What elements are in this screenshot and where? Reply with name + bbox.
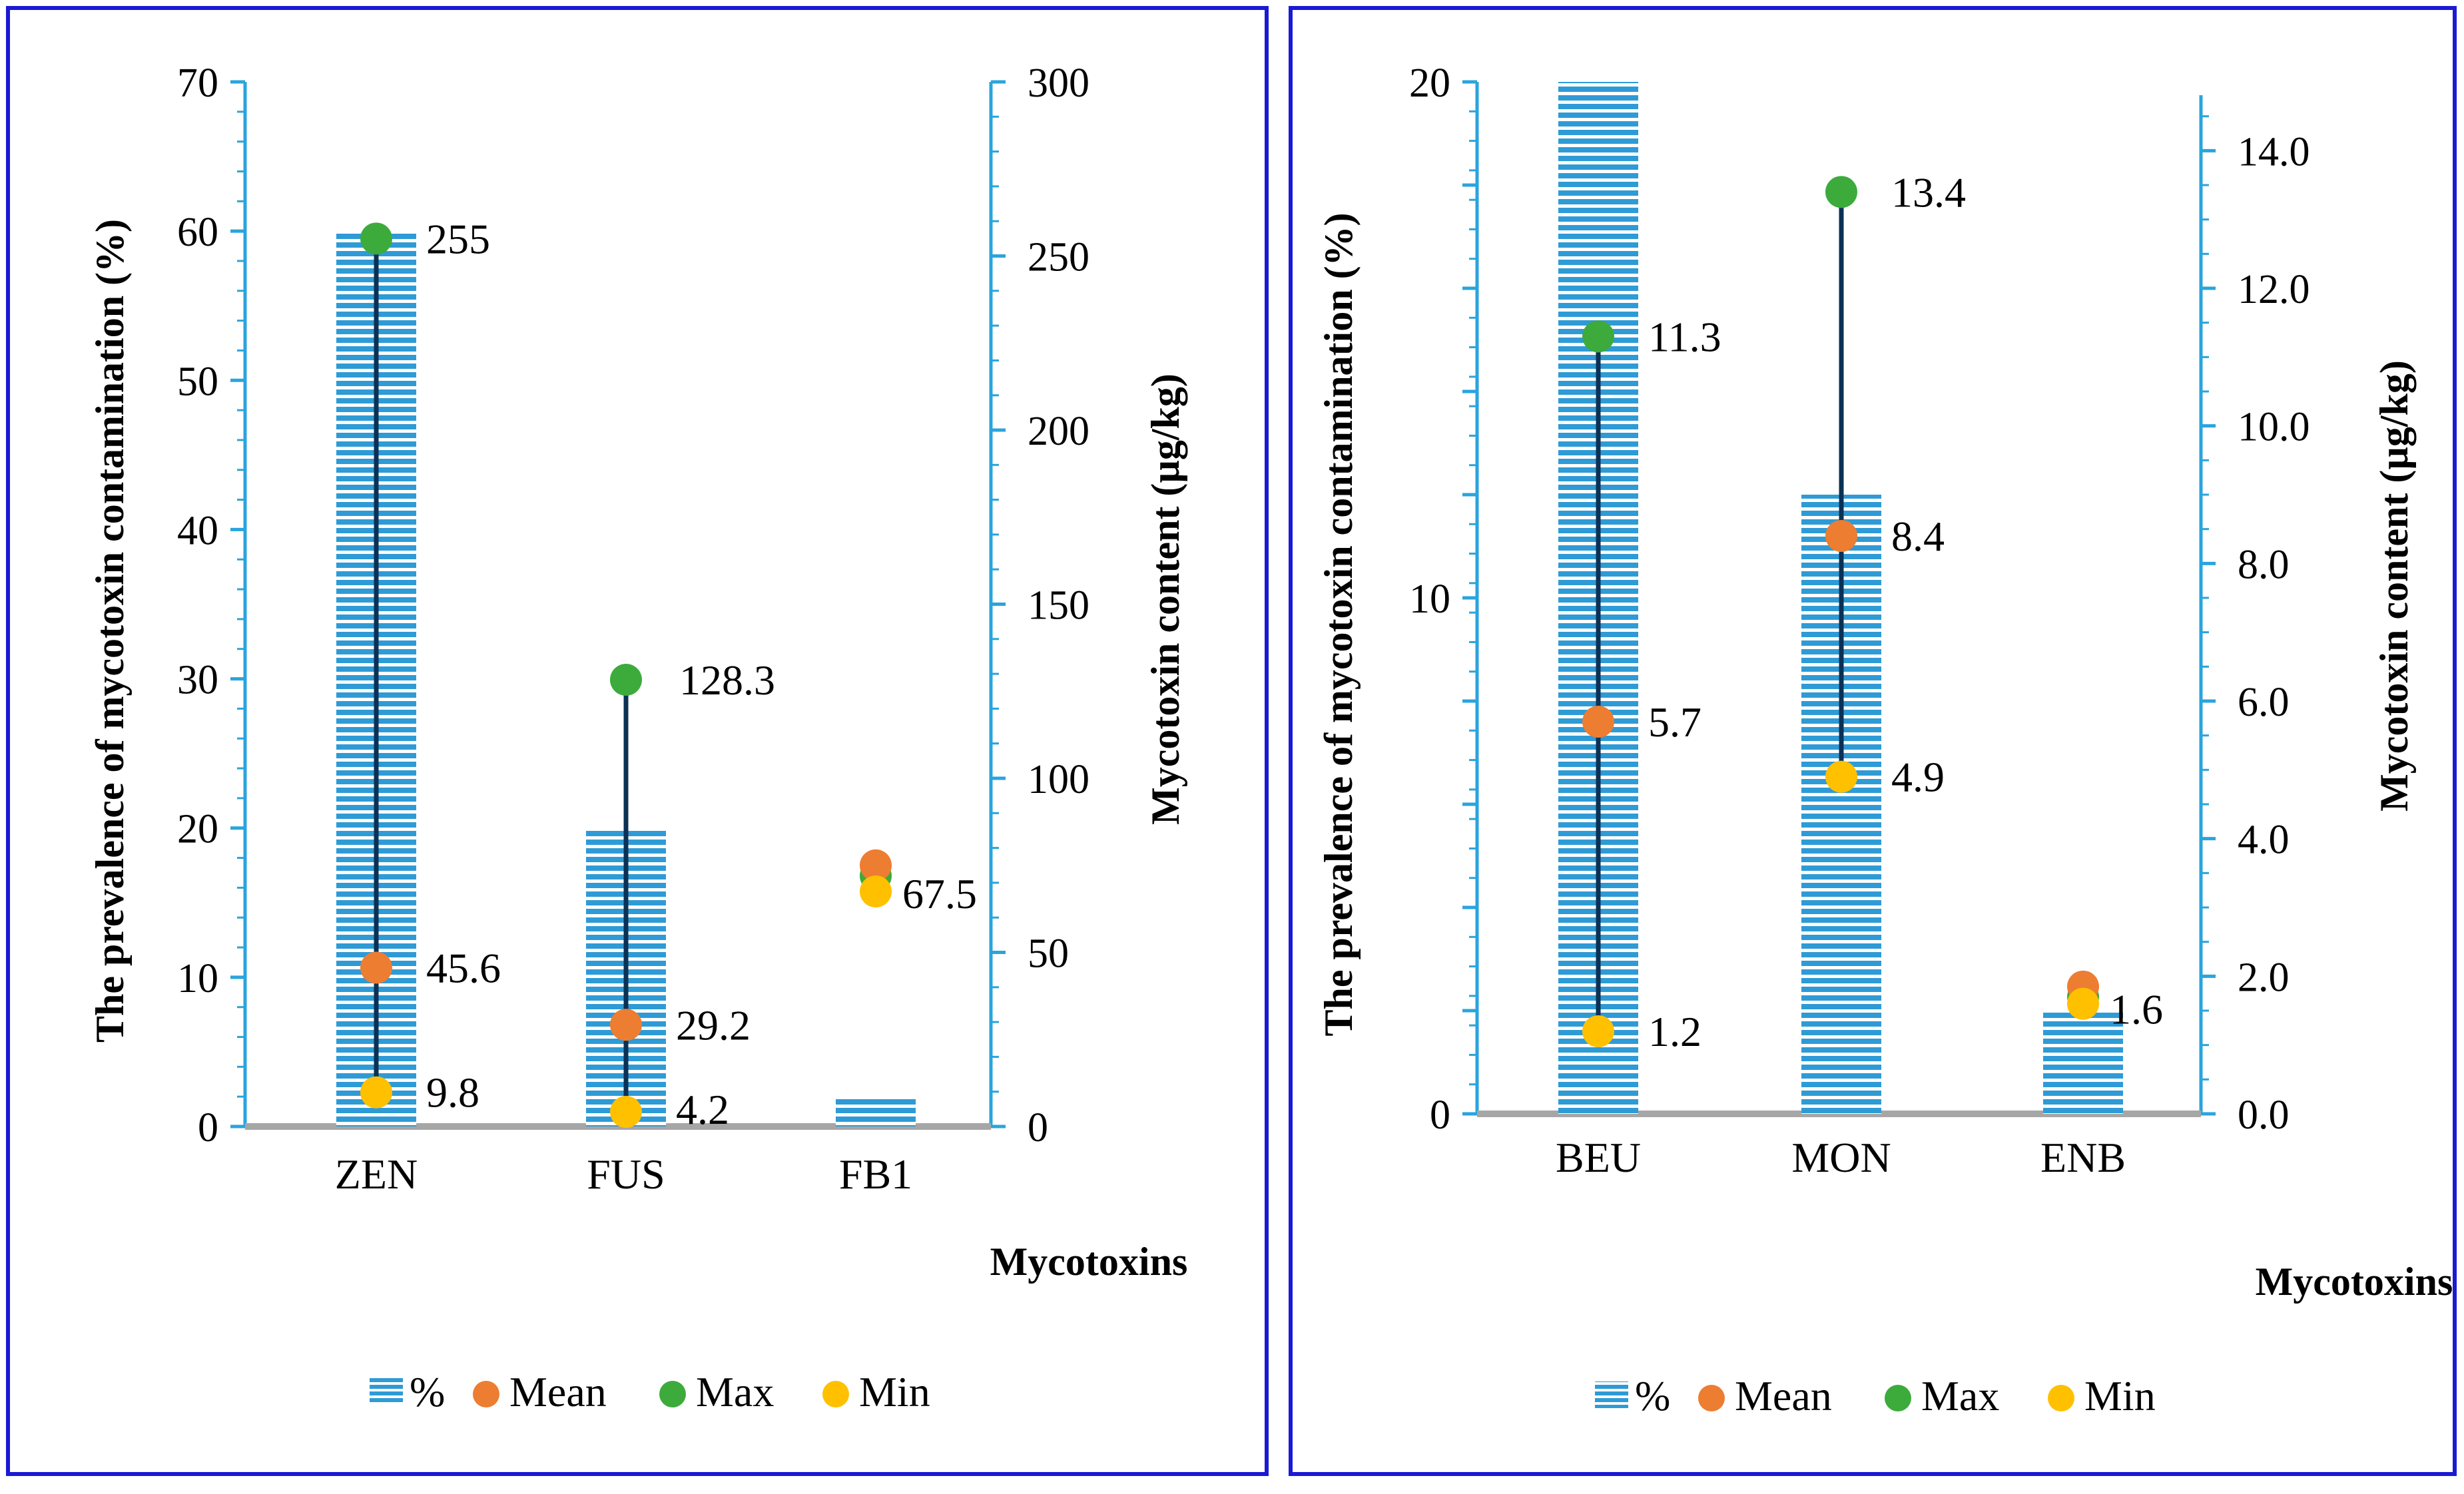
left-axis-tick-label: 20 [177, 807, 218, 852]
max-point-zen [360, 222, 392, 255]
y-axis-title: The prevalence of mycotoxin contaminatio… [88, 219, 132, 1043]
legend-bar-label: % [410, 1368, 445, 1415]
legend-max-label: Max [1921, 1372, 1999, 1419]
min-point-beu [1582, 1015, 1614, 1047]
right-axis: 0.0 2.0 4.0 6.0 8.0 10.0 12.0 14.0 [2199, 95, 2310, 1138]
legend-max-marker [1885, 1385, 1911, 1411]
right-axis-tick-label: 50 [1028, 931, 1069, 977]
data-label: 13.4 [1891, 168, 1966, 216]
panel-frame [1289, 6, 2457, 1476]
legend-mean-label: Mean [1735, 1372, 1832, 1419]
category-label-fus: FUS [587, 1150, 665, 1198]
legend-min-label: Min [2084, 1372, 2156, 1419]
right-axis-tick-label: 14.0 [2238, 129, 2310, 174]
legend-mean-label: Mean [509, 1368, 607, 1415]
right-axis-tick-label: 100 [1028, 757, 1089, 802]
x-axis-title: Mycotoxins [2256, 1260, 2453, 1304]
left-axis-tick-label: 10 [177, 956, 218, 1001]
legend-bar-label: % [1635, 1372, 1670, 1419]
max-point-beu [1582, 320, 1614, 353]
legend-min-marker [2048, 1385, 2074, 1411]
data-label: 4.9 [1891, 754, 1945, 801]
y-axis-title: The prevalence of mycotoxin contaminatio… [1317, 212, 1361, 1036]
min-point-fus [610, 1096, 642, 1128]
chart-panel-left: 0 10 20 30 40 50 60 70 0 50 100 150 200 250 300 255 45.6… [6, 6, 1269, 1476]
right-axis-tick-label: 6.0 [2238, 680, 2290, 725]
mean-point-beu [1582, 706, 1614, 738]
data-label: 1.6 [2110, 986, 2163, 1033]
panel-frame [6, 6, 1269, 1476]
min-point-zen [360, 1076, 392, 1109]
right-axis-tick-label: 2.0 [2238, 955, 2290, 1000]
data-label: 255 [426, 215, 490, 262]
right-axis-tick-label: 8.0 [2238, 542, 2290, 587]
data-label: 128.3 [679, 656, 775, 704]
legend: % Mean Max Min [1595, 1372, 2156, 1419]
category-label-beu: BEU [1556, 1134, 1641, 1181]
right-axis-tick-label: 0 [1028, 1105, 1048, 1150]
data-label: 8.4 [1891, 513, 1945, 560]
data-label: 11.3 [1648, 313, 1721, 360]
bar-fb1 [836, 1097, 916, 1126]
legend-min-label: Min [859, 1368, 930, 1415]
left-axis-tick-label: 50 [177, 359, 218, 404]
legend-bar-swatch [1595, 1381, 1628, 1408]
legend: % Mean Max Min [370, 1368, 930, 1415]
right-axis-tick-label: 150 [1028, 583, 1089, 628]
x-axis-title: Mycotoxins [990, 1240, 1188, 1284]
legend-max-marker [659, 1381, 686, 1407]
left-axis-tick-label: 40 [177, 508, 218, 553]
category-label-fb1: FB1 [839, 1150, 912, 1198]
right-axis: 0 50 100 150 200 250 300 [989, 61, 1089, 1150]
left-axis: 0 10 20 30 40 50 60 70 [177, 61, 247, 1150]
right-axis-tick-label: 250 [1028, 235, 1089, 280]
right-axis-tick-label: 0.0 [2238, 1093, 2290, 1138]
max-point-mon [1825, 176, 1857, 208]
data-label: 9.8 [426, 1069, 479, 1117]
y2-axis-title: Mycotoxin content (µg/kg) [2372, 360, 2416, 812]
left-axis-tick-label: 70 [177, 61, 218, 106]
max-point-fus [610, 663, 642, 696]
left-axis: 0 10 20 [1409, 61, 1479, 1138]
y2-axis-title: Mycotoxin content (µg/kg) [1143, 374, 1187, 825]
legend-min-marker [822, 1381, 849, 1407]
mean-point-zen [360, 951, 392, 984]
left-axis-tick-label: 0 [1430, 1093, 1450, 1138]
data-label: 5.7 [1648, 698, 1701, 746]
min-point-enb [2067, 987, 2099, 1020]
left-axis-tick-label: 0 [198, 1105, 218, 1150]
data-label: 45.6 [426, 945, 501, 992]
mean-point-mon [1825, 520, 1857, 552]
bar-enb [2043, 1011, 2123, 1114]
legend-mean-marker [473, 1381, 499, 1407]
left-axis-tick-label: 10 [1409, 577, 1450, 622]
data-label: 67.5 [902, 870, 977, 917]
left-axis-tick-label: 60 [177, 210, 218, 255]
mean-point-fus [610, 1009, 642, 1041]
legend-bar-swatch [370, 1377, 403, 1404]
right-axis-tick-label: 200 [1028, 409, 1089, 454]
right-axis-tick-label: 10.0 [2238, 405, 2310, 450]
data-label: 29.2 [676, 1001, 751, 1049]
category-label-enb: ENB [2040, 1134, 2126, 1181]
data-label: 4.2 [676, 1086, 729, 1133]
mean-point-fb1 [860, 849, 892, 881]
right-axis-tick-label: 4.0 [2238, 818, 2290, 863]
left-axis-tick-label: 20 [1409, 61, 1450, 106]
chart-panel-right: 0 10 20 0.0 2.0 4.0 6.0 8.0 10.0 12.0 14.0 11.3 5.7 1… [1289, 6, 2457, 1476]
right-axis-tick-label: 300 [1028, 61, 1089, 106]
category-label-zen: ZEN [335, 1150, 418, 1198]
legend-mean-marker [1698, 1385, 1725, 1411]
data-label: 1.2 [1648, 1008, 1701, 1055]
legend-max-label: Max [696, 1368, 774, 1415]
left-axis-tick-label: 30 [177, 658, 218, 703]
category-label-mon: MON [1791, 1134, 1891, 1181]
min-point-mon [1825, 760, 1857, 793]
right-axis-tick-label: 12.0 [2238, 267, 2310, 312]
min-point-fb1 [860, 875, 892, 907]
